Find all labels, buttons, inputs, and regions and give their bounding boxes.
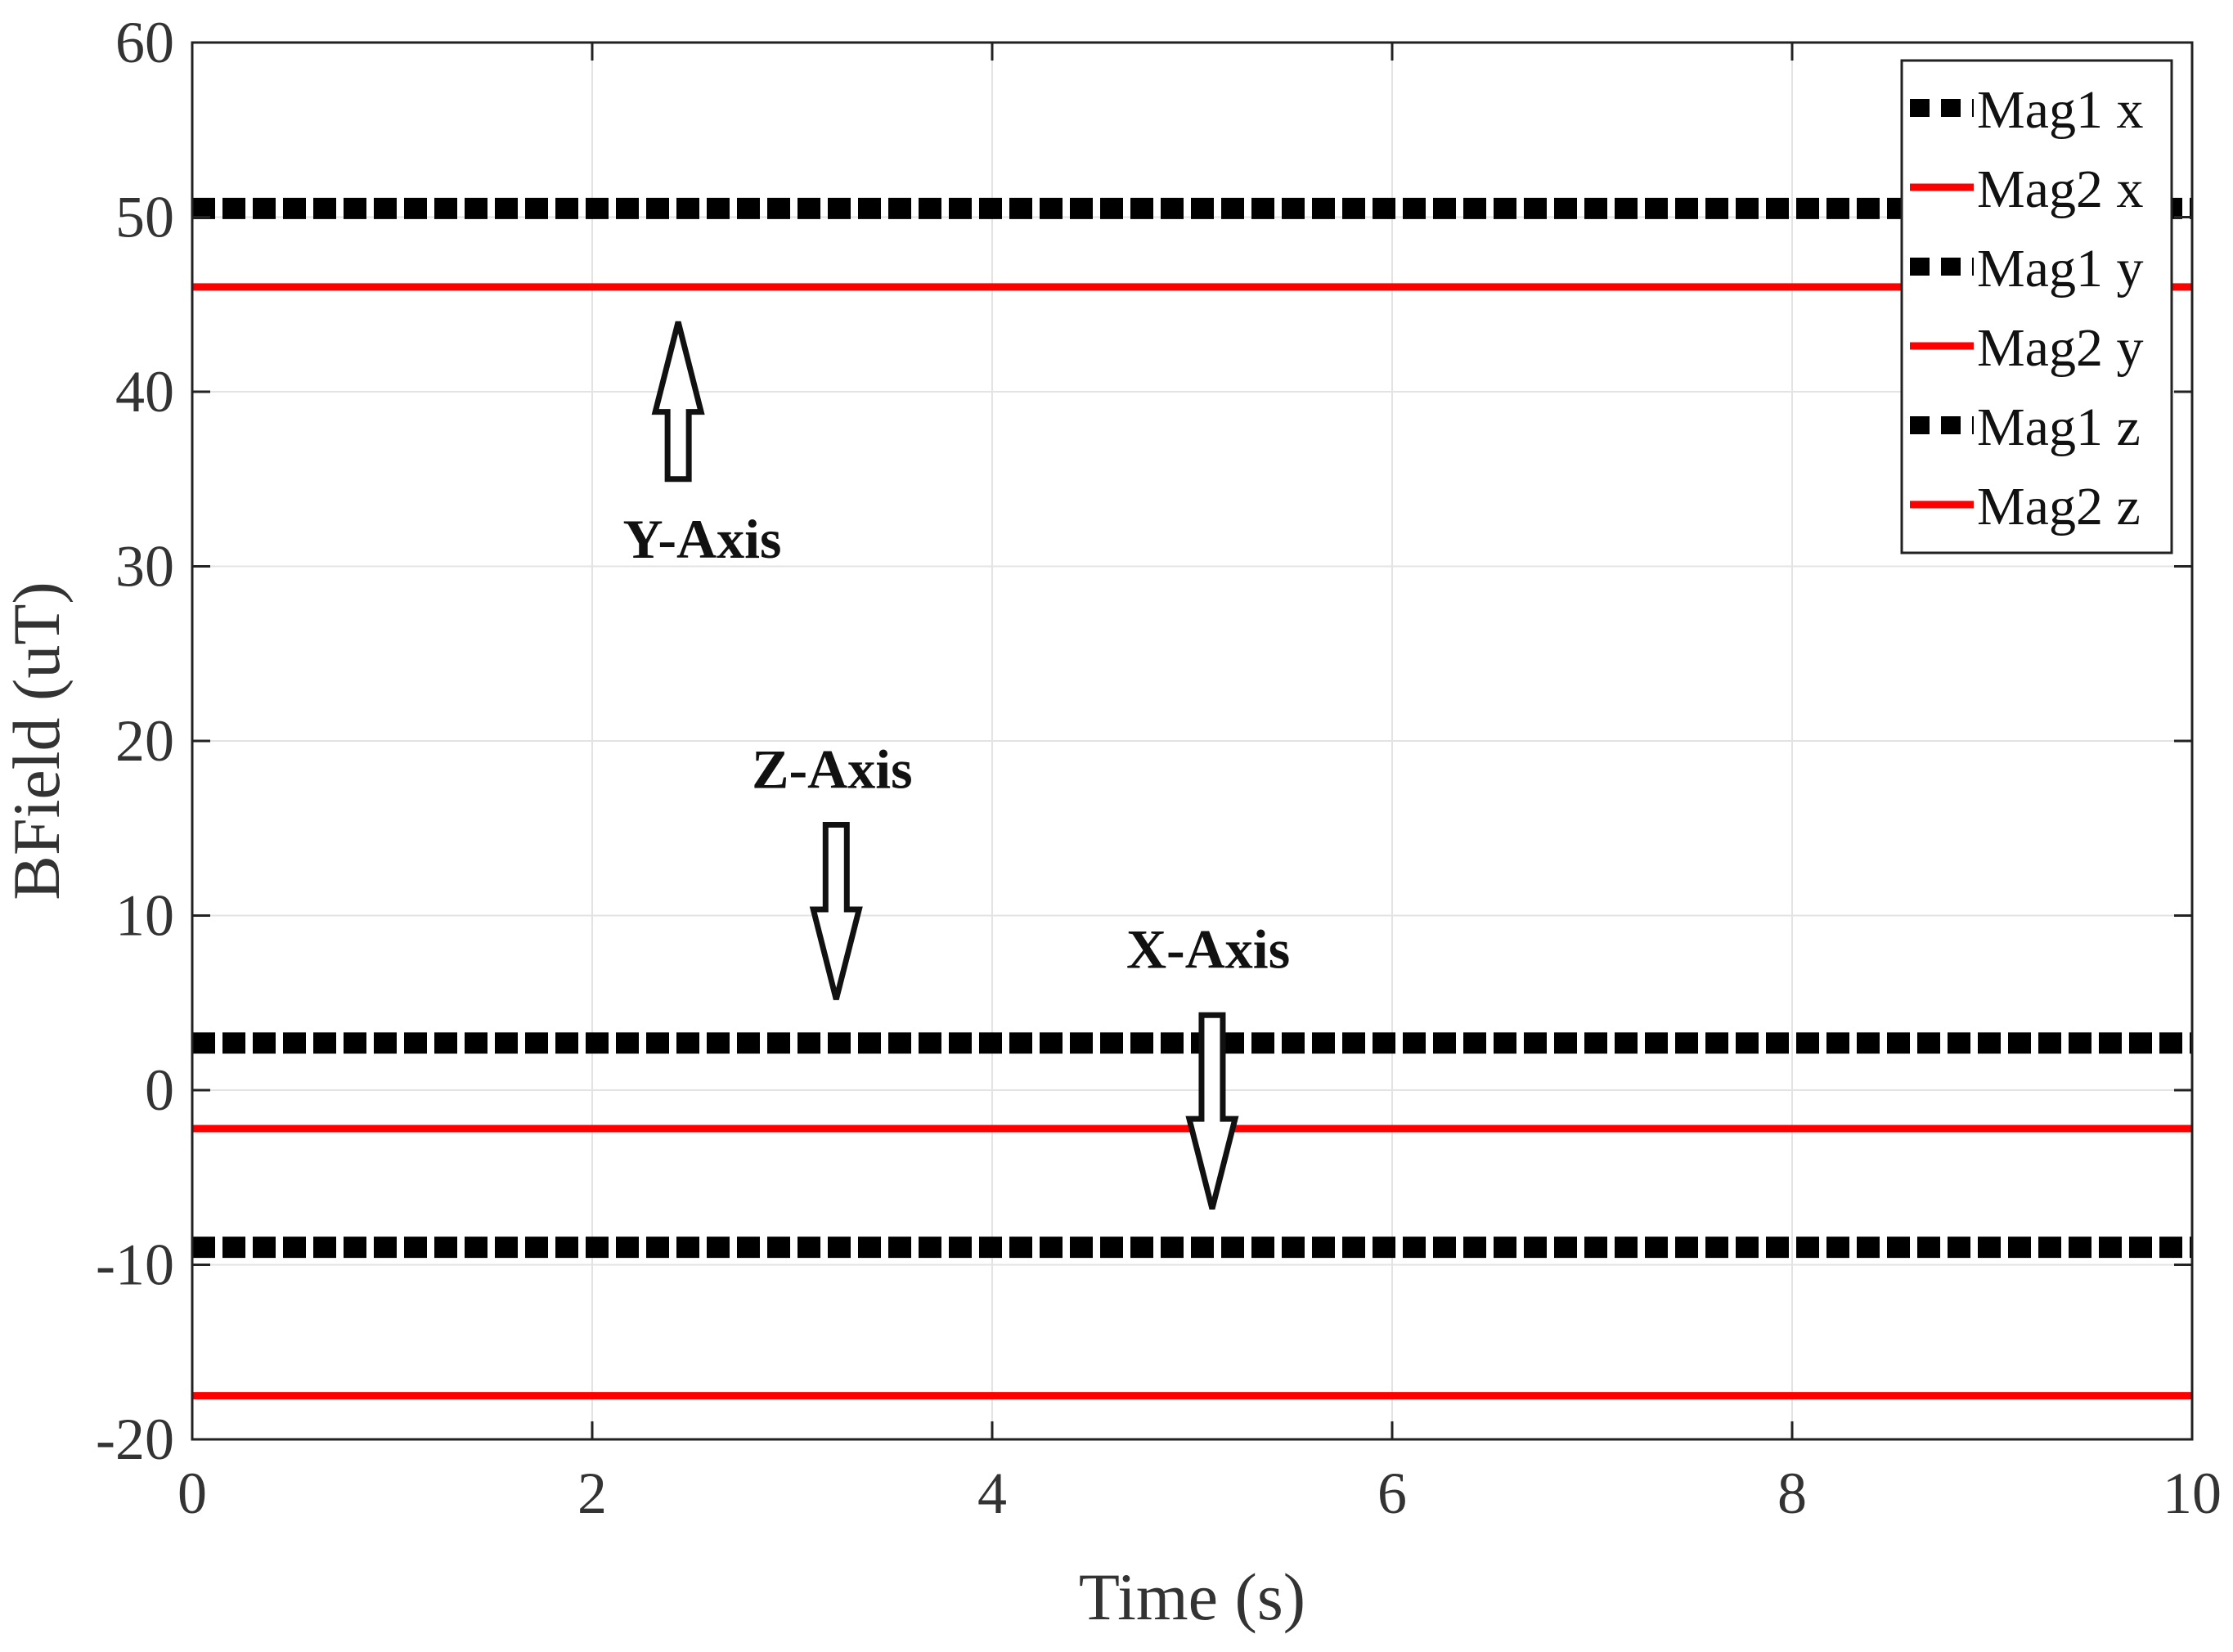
y-axis-ticks: -20 -10 0 10 20 30 40 50 60 [96, 10, 2192, 1472]
x-tick-label: 0 [177, 1461, 207, 1526]
legend-label: Mag1 z [1977, 397, 2141, 457]
annotation-label: Y-Axis [622, 508, 781, 570]
y-tick-label: 60 [115, 10, 174, 75]
x-axis-ticks: 0 2 4 6 8 10 [177, 43, 2222, 1526]
x-tick-label: 6 [1377, 1461, 1407, 1526]
legend: Mag1 x Mag2 x Mag1 y Mag2 y Mag1 z Mag2 z [1900, 59, 2173, 554]
legend-label: Mag1 x [1977, 80, 2143, 140]
x-axis-label: Time (s) [1079, 1560, 1305, 1634]
legend-box [1900, 59, 2173, 554]
x-tick-label: 2 [577, 1461, 607, 1526]
y-tick-label: 40 [115, 359, 174, 424]
y-tick-label: 50 [115, 185, 174, 250]
annotation-arrow [651, 321, 705, 483]
annotations: Y-Axis Z-Axis X-Axis [622, 321, 1290, 1210]
legend-label: Mag2 z [1977, 477, 2141, 536]
legend-label: Mag2 y [1977, 318, 2143, 378]
x-tick-label: 10 [2163, 1461, 2222, 1526]
series-layer [192, 197, 2192, 1400]
y-tick-label: 20 [115, 708, 174, 774]
annotation-label: Z-Axis [752, 738, 912, 801]
y-tick-label: 30 [115, 534, 174, 599]
y-tick-label: 0 [145, 1057, 174, 1123]
annotation-arrow [809, 821, 863, 1000]
y-axis-label: BField (uT) [0, 581, 74, 900]
legend-label: Mag2 x [1977, 159, 2143, 219]
annotation-label: X-Axis [1126, 918, 1290, 981]
legend-label: Mag1 y [1977, 239, 2143, 299]
y-tick-label: -20 [96, 1407, 174, 1472]
x-tick-label: 4 [977, 1461, 1007, 1526]
y-tick-label: 10 [115, 883, 174, 949]
y-tick-label: -10 [96, 1232, 174, 1298]
annotation-arrow [1185, 1012, 1239, 1210]
grid [191, 42, 2193, 1440]
x-tick-label: 8 [1777, 1461, 1807, 1526]
